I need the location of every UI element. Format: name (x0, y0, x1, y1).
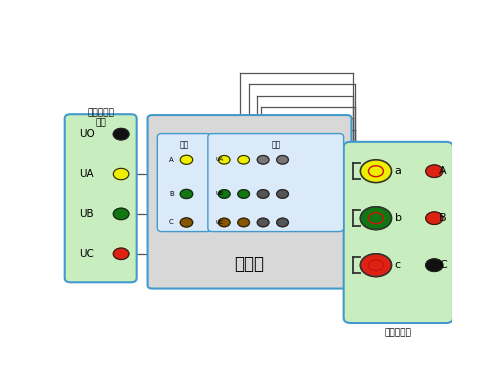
Text: UO: UO (79, 129, 95, 139)
Text: b: b (394, 213, 401, 223)
FancyBboxPatch shape (157, 134, 211, 232)
Circle shape (113, 208, 129, 220)
Circle shape (113, 248, 129, 259)
Circle shape (257, 190, 269, 198)
Text: 三相調壓器: 三相調壓器 (87, 108, 114, 117)
Text: 輸出: 輸出 (95, 118, 106, 127)
Text: 三相變壓器: 三相變壓器 (384, 328, 411, 337)
Circle shape (237, 218, 249, 227)
Text: 測量: 測量 (271, 140, 280, 149)
Text: UA: UA (215, 157, 223, 162)
Circle shape (360, 160, 391, 182)
Text: A: A (438, 166, 446, 176)
Text: a: a (394, 166, 401, 176)
Text: B: B (438, 213, 446, 223)
Circle shape (257, 155, 269, 164)
FancyBboxPatch shape (147, 115, 351, 289)
Circle shape (360, 254, 391, 277)
Text: C: C (438, 260, 446, 270)
Circle shape (276, 190, 288, 198)
Text: UB: UB (79, 209, 94, 219)
Text: c: c (394, 260, 400, 270)
Circle shape (425, 165, 442, 178)
Circle shape (218, 155, 229, 164)
Circle shape (276, 155, 288, 164)
Text: UA: UA (79, 169, 94, 179)
Circle shape (218, 190, 229, 198)
Circle shape (218, 218, 229, 227)
Text: A: A (169, 157, 173, 163)
Text: C: C (169, 219, 173, 225)
Circle shape (276, 218, 288, 227)
FancyBboxPatch shape (65, 114, 136, 282)
Circle shape (360, 207, 391, 229)
Text: B: B (169, 191, 173, 197)
Circle shape (425, 212, 442, 225)
Circle shape (180, 189, 192, 199)
Circle shape (237, 155, 249, 164)
Circle shape (237, 190, 249, 198)
Text: 測試儀: 測試儀 (234, 255, 264, 273)
Circle shape (113, 128, 129, 140)
Circle shape (180, 218, 192, 227)
FancyBboxPatch shape (343, 142, 452, 323)
Circle shape (180, 155, 192, 164)
Circle shape (425, 259, 442, 272)
FancyBboxPatch shape (207, 134, 343, 232)
Circle shape (113, 168, 129, 180)
Text: UC: UC (215, 220, 223, 225)
Text: UB: UB (215, 191, 223, 196)
Text: 發出: 發出 (179, 140, 188, 149)
Text: UC: UC (79, 249, 94, 259)
Circle shape (257, 218, 269, 227)
